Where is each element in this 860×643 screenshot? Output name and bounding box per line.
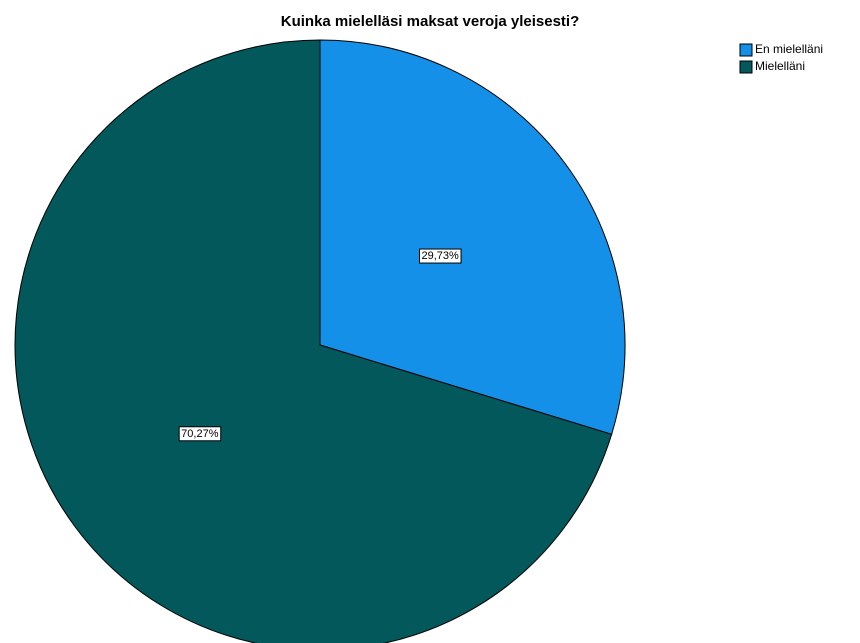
value-label: 70,27% bbox=[181, 428, 219, 440]
legend-swatch bbox=[739, 60, 753, 74]
value-label: 29,73% bbox=[422, 250, 460, 262]
value-label-box bbox=[178, 426, 222, 442]
pie-slice bbox=[319, 39, 626, 435]
value-label-group: 70,27% bbox=[178, 426, 222, 442]
legend-label: En mielelläni bbox=[755, 42, 823, 56]
chart-title: Kuinka mielelläsi maksat veroja yleisest… bbox=[281, 13, 580, 30]
value-label-group: 29,73% bbox=[419, 248, 462, 264]
legend-swatch bbox=[739, 43, 753, 57]
value-label-box bbox=[419, 248, 462, 264]
legend-label: Mielelläni bbox=[755, 59, 805, 73]
pie-slice bbox=[14, 39, 613, 643]
